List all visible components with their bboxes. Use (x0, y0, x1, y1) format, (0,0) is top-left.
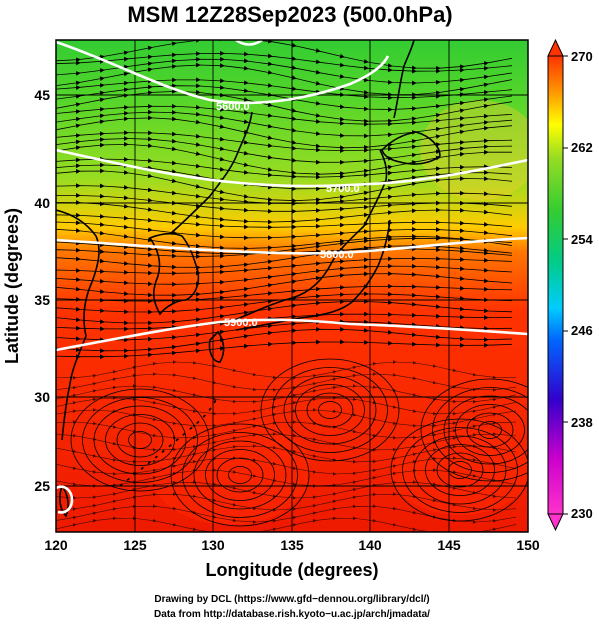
colorbar-ticks (563, 55, 568, 515)
x-tick-label: 125 (123, 537, 147, 553)
plot-frame (55, 39, 529, 533)
height-contours (56, 40, 528, 514)
y-tick-label: 35 (34, 292, 50, 308)
x-axis-label: Longitude (degrees) (205, 560, 378, 580)
x-tick-label: 145 (437, 537, 461, 553)
map-grid (56, 40, 528, 532)
credit-data: Data from http://database.rish.kyoto−u.a… (154, 609, 430, 620)
y-tick-label: 25 (34, 478, 50, 494)
contour-label: 5600.0 (216, 101, 250, 113)
contour-line-5900 (56, 318, 528, 352)
contour-line-closed-1 (235, 40, 263, 46)
colorbar: 270 262 254 246 238 230 (547, 38, 593, 532)
contour-line-5800 (56, 236, 528, 255)
colorbar-min-arrow (547, 513, 564, 532)
contour-label: 5700.0 (326, 183, 360, 195)
colorbar-tick-label: 238 (571, 415, 593, 430)
contour-label: 5900.0 (224, 317, 258, 329)
x-tick-label: 120 (44, 537, 68, 553)
colorbar-tick-label: 230 (571, 506, 593, 521)
y-axis-label: Latitude (degrees) (2, 208, 22, 364)
streamline (56, 339, 513, 360)
colorbar-tick-label: 262 (571, 140, 593, 155)
x-tick-label: 150 (516, 537, 540, 553)
contour-line-5700 (56, 148, 528, 188)
streamline (56, 516, 517, 532)
x-tick-label: 135 (280, 537, 304, 553)
chart-title: MSM 12Z28Sep2023 (500.0hPa) (127, 2, 452, 27)
contour-label: 5800.0 (320, 249, 354, 261)
x-tick-label: 140 (358, 537, 382, 553)
coastline-sakhalin (393, 40, 415, 119)
y-tick-label: 40 (34, 195, 50, 211)
map-plot-area: 5600.0 5700.0 5800.0 5900.0 (56, 40, 528, 532)
coastlines (56, 40, 441, 518)
coastline-honshu-south (235, 219, 391, 331)
coastline-hokkaido (381, 131, 441, 165)
coastline-honshu (229, 149, 388, 323)
y-axis: 25 30 35 40 45 Latitude (degrees) (2, 87, 50, 494)
coastline-taiwan (59, 484, 69, 518)
x-tick-label: 130 (201, 537, 225, 553)
contour-line-5600 (56, 40, 390, 105)
y-tick-label: 45 (34, 87, 50, 103)
coastline-kyushu (208, 330, 225, 363)
colorbar-tick-label: 254 (571, 232, 593, 247)
colorbar-scale (547, 55, 564, 515)
contour-line-closed-2 (56, 485, 74, 514)
colorbar-tick-label: 246 (571, 323, 593, 338)
y-tick-label: 30 (34, 389, 50, 405)
colorbar-tick-label: 270 (571, 49, 593, 64)
colorbar-max-arrow (547, 38, 564, 57)
credit-drawing: Drawing by DCL (https://www.gfd−dennou.o… (154, 594, 429, 605)
coastline-manchuria (169, 111, 253, 235)
coastline-china (56, 209, 100, 441)
x-axis: 120 125 130 135 140 145 150 Longitude (d… (44, 537, 540, 580)
